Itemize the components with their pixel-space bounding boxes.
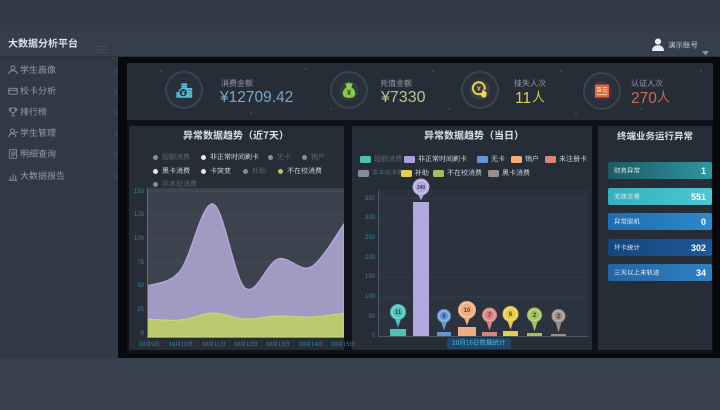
svg-text:11: 11 — [395, 310, 402, 316]
svg-text:6: 6 — [442, 314, 446, 320]
svg-text:10: 10 — [464, 308, 471, 314]
svg-text:7: 7 — [488, 313, 492, 319]
svg-text:6: 6 — [509, 312, 513, 318]
svg-text:2: 2 — [557, 314, 561, 320]
svg-text:2: 2 — [533, 313, 537, 319]
svg-text:340: 340 — [417, 185, 426, 191]
